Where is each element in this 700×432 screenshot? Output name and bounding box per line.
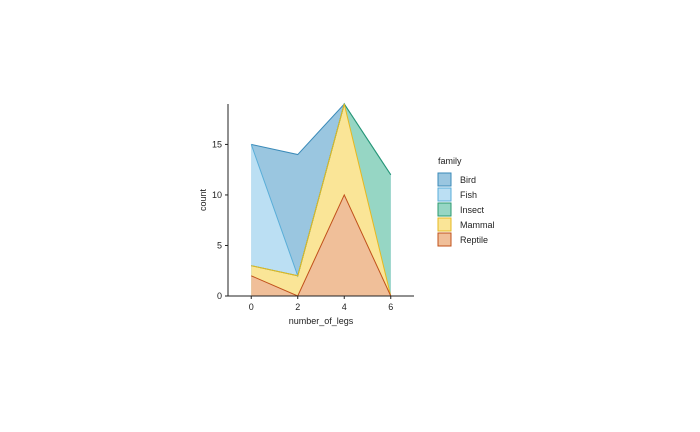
legend-key-insect	[437, 202, 452, 217]
y-tick-label: 10	[212, 190, 222, 200]
legend-label-reptile: Reptile	[460, 235, 488, 245]
legend-label-insect: Insect	[460, 205, 485, 215]
legend-key-mammal	[437, 217, 452, 232]
x-tick-label: 0	[249, 302, 254, 312]
line-mammal	[251, 103, 392, 297]
y-tick-label: 15	[212, 139, 222, 149]
x-tick-label: 6	[388, 302, 393, 312]
x-tick-label: 4	[342, 302, 347, 312]
x-axis-title: number_of_legs	[289, 316, 354, 326]
legend-key-bird	[437, 172, 452, 187]
y-axis-ticks: 0 5 10 15	[212, 139, 228, 301]
legend: family Bird Fish Insect Mammal Reptile	[437, 156, 495, 247]
line-reptile	[251, 193, 392, 297]
legend-key-reptile	[437, 232, 452, 247]
legend-key-fish	[437, 187, 452, 202]
legend-label-mammal: Mammal	[460, 220, 495, 230]
x-axis-ticks: 0 2 4 6	[249, 296, 393, 312]
axes	[227, 104, 414, 297]
y-axis-title: count	[198, 188, 208, 211]
y-tick-label: 5	[217, 240, 222, 250]
x-tick-label: 2	[295, 302, 300, 312]
legend-title: family	[438, 156, 462, 166]
area-series-group	[250, 102, 392, 297]
legend-label-bird: Bird	[460, 175, 476, 185]
legend-label-fish: Fish	[460, 190, 477, 200]
y-tick-label: 0	[217, 291, 222, 301]
